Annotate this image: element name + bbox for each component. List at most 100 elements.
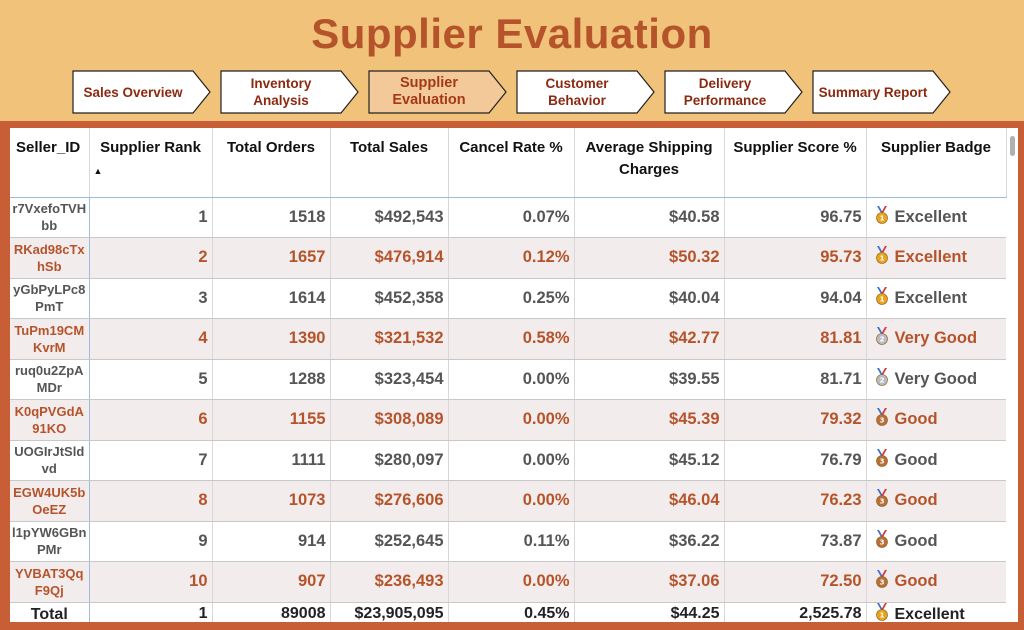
seller-id-cell: UOGIrJtSldvd <box>10 440 90 481</box>
seller-id-cell: ruq0u2ZpAMDr <box>10 359 90 400</box>
supplier-badge-cell: 1 Excellent <box>866 197 1006 238</box>
nav-sales-overview-button[interactable]: Sales Overview <box>72 70 211 114</box>
supplier-score-cell: 96.75 <box>724 197 867 238</box>
bronze-medal-icon: 3 <box>875 489 889 512</box>
table-row[interactable]: ruq0u2ZpAMDr 5 1288 $323,454 0.00% $39.55 81.7… <box>10 359 1006 400</box>
supplier-badge-cell: 1 Excellent <box>866 237 1006 279</box>
bronze-medal-icon: 3 <box>875 448 889 472</box>
supplier-score-cell: 81.71 <box>724 359 867 400</box>
supplier-score-cell: 79.32 <box>724 399 867 441</box>
supplier-score-cell: 95.73 <box>724 237 867 279</box>
avg-shipping-cell: $45.12 <box>574 440 725 481</box>
cancel-rate-cell: 0.58% <box>448 318 575 360</box>
supplier-score-cell: 2,525.78 <box>724 602 867 622</box>
supplier-table: Seller_ID Supplier Rank ▲ Total Orders To… <box>10 128 1007 622</box>
avg-shipping-cell: $37.06 <box>574 561 725 603</box>
header-total-sales[interactable]: Total Sales <box>330 128 449 198</box>
header-total-orders[interactable]: Total Orders <box>212 128 331 198</box>
bronze-medal-icon: 3 <box>875 408 889 431</box>
supplier-rank-cell: 6 <box>89 399 213 441</box>
supplier-badge-label: Good <box>894 531 938 550</box>
nav-inventory-analysis-label: Inventory Analysis <box>250 76 312 108</box>
svg-text:1: 1 <box>879 611 884 619</box>
supplier-rank-cell: 10 <box>89 561 213 603</box>
supplier-badge-cell: 2 Very Good <box>866 359 1006 400</box>
total-sales-cell: $321,532 <box>330 318 449 360</box>
total-orders-cell: 1614 <box>212 278 331 319</box>
cancel-rate-cell: 0.25% <box>448 278 575 319</box>
nav-inventory-analysis-button[interactable]: Inventory Analysis <box>220 70 359 114</box>
cancel-rate-cell: 0.07% <box>448 197 575 238</box>
nav-supplier-evaluation-button[interactable]: Supplier Evaluation <box>368 70 507 114</box>
table-row[interactable]: RKad98cTxhSb 2 1657 $476,914 0.12% $50.32 95.7… <box>10 237 1006 279</box>
supplier-badge-label: Good <box>894 450 938 469</box>
cancel-rate-cell: 0.00% <box>448 359 575 400</box>
table-row[interactable]: K0qPVGdA91KO 6 1155 $308,089 0.00% $45.39 79.3… <box>10 399 1006 441</box>
header-seller-id[interactable]: Seller_ID <box>10 128 90 198</box>
table-total-row[interactable]: Total 1 89008 $23,905,095 0.45% $44.25 2,525.7… <box>10 602 1006 622</box>
nav-summary-report-button[interactable]: Summary Report <box>812 70 951 114</box>
header-avg-shipping[interactable]: Average Shipping Charges <box>574 128 725 198</box>
header-cancel-rate[interactable]: Cancel Rate % <box>448 128 575 198</box>
supplier-badge-label: Excellent <box>894 207 967 226</box>
total-orders-cell: 1657 <box>212 237 331 279</box>
supplier-score-cell: 76.23 <box>724 480 867 522</box>
svg-text:3: 3 <box>879 417 884 425</box>
nav-summary-report-label: Summary Report <box>818 84 928 100</box>
avg-shipping-cell: $39.55 <box>574 359 725 400</box>
supplier-badge-label: Good <box>894 410 938 429</box>
total-sales-cell: $323,454 <box>330 359 449 400</box>
header-supplier-rank[interactable]: Supplier Rank ▲ <box>89 128 213 198</box>
total-sales-cell: $252,645 <box>330 521 449 562</box>
supplier-table-container: Seller_ID Supplier Rank ▲ Total Orders To… <box>10 128 1018 622</box>
svg-text:2: 2 <box>879 336 884 344</box>
nav-sales-overview-label: Sales Overview <box>83 84 183 100</box>
seller-id-cell: EGW4UK5bOeEZ <box>10 480 90 522</box>
avg-shipping-cell: $44.25 <box>574 602 725 622</box>
total-sales-cell: $280,097 <box>330 440 449 481</box>
nav-delivery-performance-button[interactable]: Delivery Performance <box>664 70 803 114</box>
seller-id-cell: yGbPyLPc8PmT <box>10 278 90 319</box>
page-title: Supplier Evaluation <box>311 10 713 57</box>
vertical-scrollbar-thumb[interactable] <box>1010 136 1015 156</box>
svg-text:3: 3 <box>879 498 884 506</box>
gold-medal-icon: 1 <box>875 246 889 269</box>
nav-bar: Sales Overview Inventory Analysis Supplier… <box>72 70 952 114</box>
cancel-rate-cell: 0.11% <box>448 521 575 562</box>
gold-medal-icon: 1 <box>875 205 889 229</box>
avg-shipping-cell: $36.22 <box>574 521 725 562</box>
bronze-medal-icon: 3 <box>875 529 889 553</box>
seller-id-cell: TuPm19CMKvrM <box>10 318 90 360</box>
avg-shipping-cell: $46.04 <box>574 480 725 522</box>
table-row[interactable]: yGbPyLPc8PmT 3 1614 $452,358 0.25% $40.04 94.0… <box>10 278 1006 319</box>
total-orders-cell: 89008 <box>212 602 331 622</box>
seller-id-cell: l1pYW6GBnPMr <box>10 521 90 562</box>
supplier-badge-cell: 3 Good <box>866 561 1006 603</box>
supplier-rank-cell: 4 <box>89 318 213 360</box>
supplier-rank-cell: 3 <box>89 278 213 319</box>
table-row[interactable]: EGW4UK5bOeEZ 8 1073 $276,606 0.00% $46.04 76.2… <box>10 480 1006 522</box>
svg-text:1: 1 <box>879 214 884 222</box>
header-supplier-rank-label: Supplier Rank <box>100 139 201 156</box>
supplier-rank-cell: 8 <box>89 480 213 522</box>
table-header-row: Seller_ID Supplier Rank ▲ Total Orders To… <box>10 128 1007 198</box>
table-row[interactable]: l1pYW6GBnPMr 9 914 $252,645 0.11% $36.22 73.87… <box>10 521 1006 562</box>
total-orders-cell: 1390 <box>212 318 331 360</box>
supplier-score-cell: 81.81 <box>724 318 867 360</box>
cancel-rate-cell: 0.45% <box>448 602 575 622</box>
nav-supplier-evaluation-label: Supplier Evaluation <box>392 75 466 108</box>
header-supplier-badge[interactable]: Supplier Badge <box>866 128 1007 198</box>
total-sales-cell: $276,606 <box>330 480 449 522</box>
nav-customer-behavior-button[interactable]: Customer Behavior <box>516 70 655 114</box>
supplier-score-cell: 72.50 <box>724 561 867 603</box>
table-row[interactable]: UOGIrJtSldvd 7 1111 $280,097 0.00% $45.12 76.7… <box>10 440 1006 481</box>
header-supplier-score[interactable]: Supplier Score % <box>724 128 867 198</box>
table-row[interactable]: TuPm19CMKvrM 4 1390 $321,532 0.58% $42.77 81.8… <box>10 318 1006 360</box>
total-orders-cell: 914 <box>212 521 331 562</box>
avg-shipping-cell: $45.39 <box>574 399 725 441</box>
table-row[interactable]: YVBAT3QqF9Qj 10 907 $236,493 0.00% $37.06 72.5… <box>10 561 1006 603</box>
table-row[interactable]: r7VxefoTVHbb 1 1518 $492,543 0.07% $40.58 96.7… <box>10 197 1006 238</box>
avg-shipping-cell: $40.04 <box>574 278 725 319</box>
nav-delivery-performance-label: Delivery Performance <box>683 76 767 108</box>
seller-id-cell: K0qPVGdA91KO <box>10 399 90 441</box>
